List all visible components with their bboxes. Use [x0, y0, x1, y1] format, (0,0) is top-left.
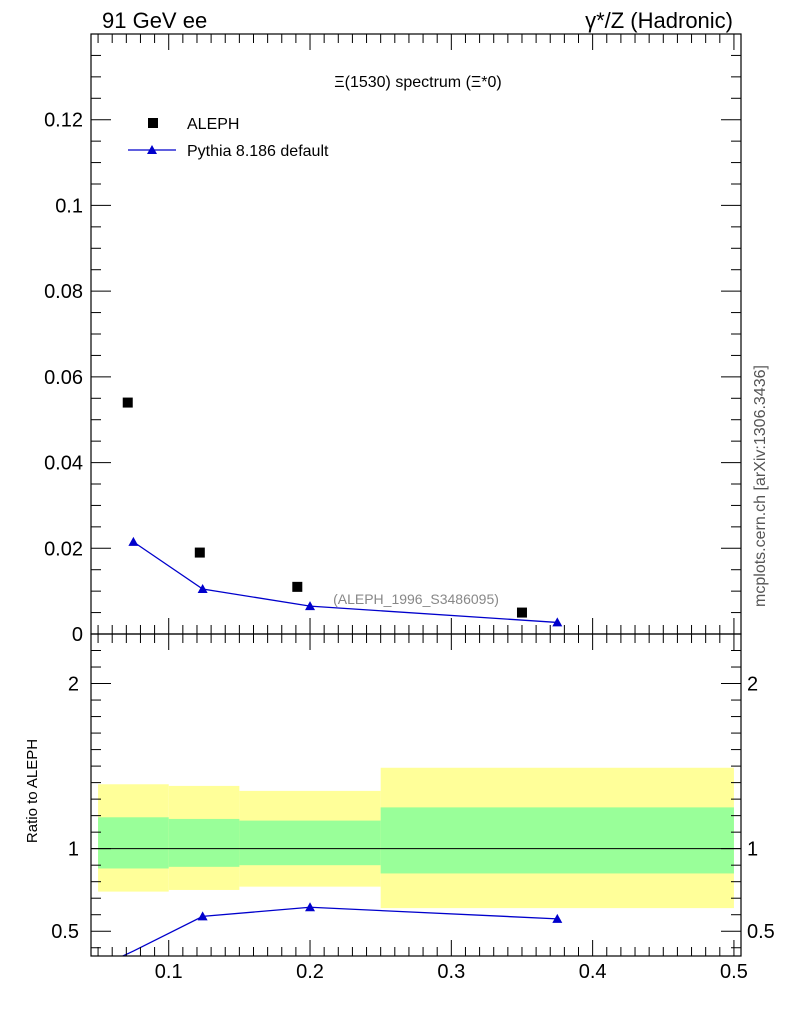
ratio-y-tick-label-right: 2 [747, 674, 758, 696]
y-tick-label: 0.04 [44, 453, 83, 475]
ratio-pythia-marker [197, 911, 208, 921]
uncertainty-band-inner [239, 820, 381, 866]
ratio-pythia-marker [305, 902, 316, 912]
x-tick-label: 0.2 [296, 961, 324, 983]
ratio-y-tick-label-left: 1 [68, 839, 79, 861]
ratio-y-axis-label: Ratio to ALEPH [24, 739, 41, 843]
pythia-marker [552, 617, 563, 627]
analysis-id-label: (ALEPH_1996_S3486095) [333, 591, 499, 607]
pythia-marker [197, 584, 208, 593]
x-tick-label: 0.1 [155, 961, 183, 983]
aleph-data-point [122, 397, 133, 408]
ratio-y-tick-label-right: 1 [747, 839, 758, 861]
x-tick-label: 0.3 [437, 961, 465, 983]
uncertainty-band-inner [168, 818, 240, 867]
y-tick-label: 0.02 [44, 538, 83, 560]
pythia-marker [305, 601, 316, 611]
ratio-plot-panel: 0.5 0.5 1 1 2 2 0.1 0.2 0.3 0.4 0.5 Ratio to ALEP… [24, 633, 775, 983]
header-right-title: γ*/Z (Hadronic) [585, 8, 733, 33]
uncertainty-band-inner [380, 807, 734, 874]
aleph-data-point [516, 607, 527, 618]
legend: ALEPH Pythia 8.186 default [128, 116, 329, 160]
legend-pythia-label: Pythia 8.186 default [187, 143, 329, 160]
ratio-y-tick-label-left: 2 [68, 674, 79, 696]
y-tick-label: 0.12 [44, 110, 83, 132]
pythia-marker [128, 536, 139, 546]
y-tick-label: 0.1 [55, 195, 83, 217]
x-tick-label: 0.5 [720, 961, 748, 983]
legend-aleph-marker [148, 118, 158, 128]
uncertainty-band-inner [98, 817, 169, 869]
pythia-line [133, 541, 558, 624]
legend-pythia-marker [147, 145, 157, 154]
y-tick-label: 0 [72, 624, 83, 646]
y-tick-label: 0.06 [44, 367, 83, 389]
source-side-label: mcplots.cern.ch [arXiv:1306.3436] [752, 365, 769, 607]
main-plot-panel: 0 0.02 0.04 0.06 0.08 0.1 0.12 Ξ(1530) spectru… [44, 33, 742, 646]
legend-aleph-label: ALEPH [187, 116, 239, 133]
ratio-y-tick-label-right: 0.5 [747, 921, 775, 943]
x-tick-label: 0.4 [579, 961, 607, 983]
header-left-title: 91 GeV ee [102, 8, 207, 33]
aleph-data-point [194, 547, 205, 558]
aleph-data-point [292, 581, 303, 592]
plot-title: Ξ(1530) spectrum (Ξ*0) [334, 74, 502, 91]
ratio-plot-frame [90, 633, 742, 957]
ratio-y-tick-label-left: 0.5 [51, 921, 79, 943]
y-tick-label: 0.08 [44, 281, 83, 303]
ratio-pythia-marker [552, 913, 563, 923]
